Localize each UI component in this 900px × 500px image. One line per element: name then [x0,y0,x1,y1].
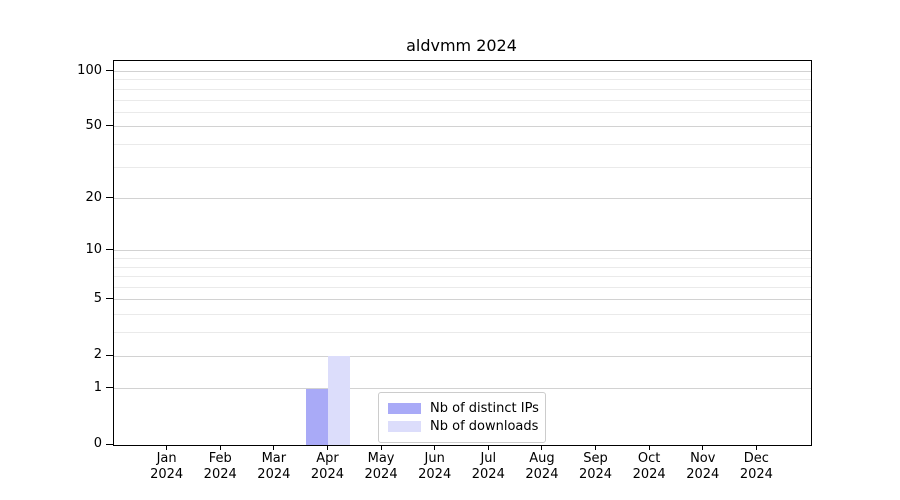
x-tick-mark [541,445,543,450]
legend-entry-distinct-ips: Nb of distinct IPs [388,400,539,417]
legend-swatch-downloads [388,421,421,432]
y-tick-mark [106,298,113,300]
y-tick-label: 20 [85,189,102,205]
x-tick-month: Feb [208,451,232,466]
y-tick-label: 0 [93,436,102,451]
x-tick-month: Mar [261,451,287,466]
plot-area [113,60,812,446]
x-tick-year: 2024 [150,467,184,482]
x-tick-mark [702,445,704,450]
x-tick-month: Jan [156,451,177,466]
gridline-minor [114,143,811,145]
x-tick-mark [219,445,221,450]
gridline-major [114,250,811,252]
y-tick-label: 10 [85,241,102,257]
legend: Nb of distinct IPs Nb of downloads [378,392,546,443]
x-tick-label: Jan 2024 [137,451,197,483]
gridline-minor [114,88,811,90]
y-tick-mark [106,249,113,251]
legend-label-distinct-ips: Nb of distinct IPs [430,401,539,416]
x-tick-year: 2024 [203,467,237,482]
x-tick-year: 2024 [257,467,291,482]
x-tick-year: 2024 [686,467,720,482]
x-tick-month: Dec [743,451,769,466]
x-tick-month: Jul [480,451,497,466]
gridline-minor [114,266,811,268]
x-tick-year: 2024 [632,467,666,482]
gridline-minor [114,79,811,81]
y-tick-mark [106,197,113,199]
y-tick-mark [106,70,113,71]
x-tick-mark [648,445,650,450]
y-tick-label: 50 [85,117,102,133]
gridline-major [114,126,811,128]
x-tick-month: Oct [637,451,661,466]
y-tick-mark [106,125,113,127]
x-tick-label: Dec 2024 [726,451,786,483]
x-tick-label: May 2024 [351,451,411,483]
x-tick-month: Nov [690,451,716,466]
gridline-minor [114,111,811,113]
x-tick-year: 2024 [578,467,613,482]
gridline-minor [114,99,811,101]
x-tick-month: Sep [583,451,608,466]
x-tick-mark [755,445,757,450]
y-tick-mark [106,387,113,389]
x-tick-mark [434,445,436,450]
bar-nb-of-downloads [328,356,351,445]
x-tick-label: Sep 2024 [566,451,626,483]
y-tick-label: 100 [77,62,102,78]
gridline-minor [114,258,811,260]
x-tick-month: Aug [529,451,555,466]
y-tick-label: 2 [93,347,102,363]
x-tick-label: Apr 2024 [297,451,357,483]
gridline-minor [114,287,811,289]
x-tick-mark [273,445,275,450]
x-tick-month: Jun [424,451,445,466]
y-tick-label: 1 [93,379,102,395]
x-tick-mark [487,445,489,450]
x-tick-label: Oct 2024 [619,451,679,483]
x-tick-label: Mar 2024 [244,451,304,483]
y-tick-mark [106,443,113,445]
x-tick-year: 2024 [525,467,559,482]
bar-nb-of-distinct-ips [306,388,329,445]
legend-entry-downloads: Nb of downloads [388,418,539,435]
gridline-major [114,299,811,301]
x-tick-mark [595,445,597,450]
x-tick-label: Aug 2024 [512,451,572,483]
gridline-major [114,388,811,390]
x-tick-month: May [367,451,395,466]
x-tick-month: Apr [316,451,339,466]
gridline-minor [114,166,811,168]
x-tick-year: 2024 [310,467,344,482]
x-tick-label: Jun 2024 [405,451,465,483]
gridline-minor [114,332,811,334]
x-tick-year: 2024 [471,467,505,482]
chart-title: aldvmm 2024 [406,36,517,55]
y-tick-mark [106,354,113,356]
legend-swatch-distinct-ips [388,403,421,414]
x-tick-year: 2024 [418,467,452,482]
gridline-major [114,198,811,200]
gridline-minor [114,314,811,316]
x-tick-label: Nov 2024 [673,451,733,483]
legend-label-downloads: Nb of downloads [430,419,539,434]
x-tick-label: Feb 2024 [190,451,250,483]
y-tick-label: 5 [93,290,102,306]
x-tick-year: 2024 [739,467,773,482]
x-tick-mark [380,445,382,450]
gridline-minor [114,276,811,278]
gridline-major [114,71,811,72]
gridline-major [114,355,811,357]
x-tick-mark [326,445,328,450]
x-tick-year: 2024 [364,467,398,482]
x-tick-label: Jul 2024 [458,451,518,483]
x-tick-mark [166,445,168,450]
